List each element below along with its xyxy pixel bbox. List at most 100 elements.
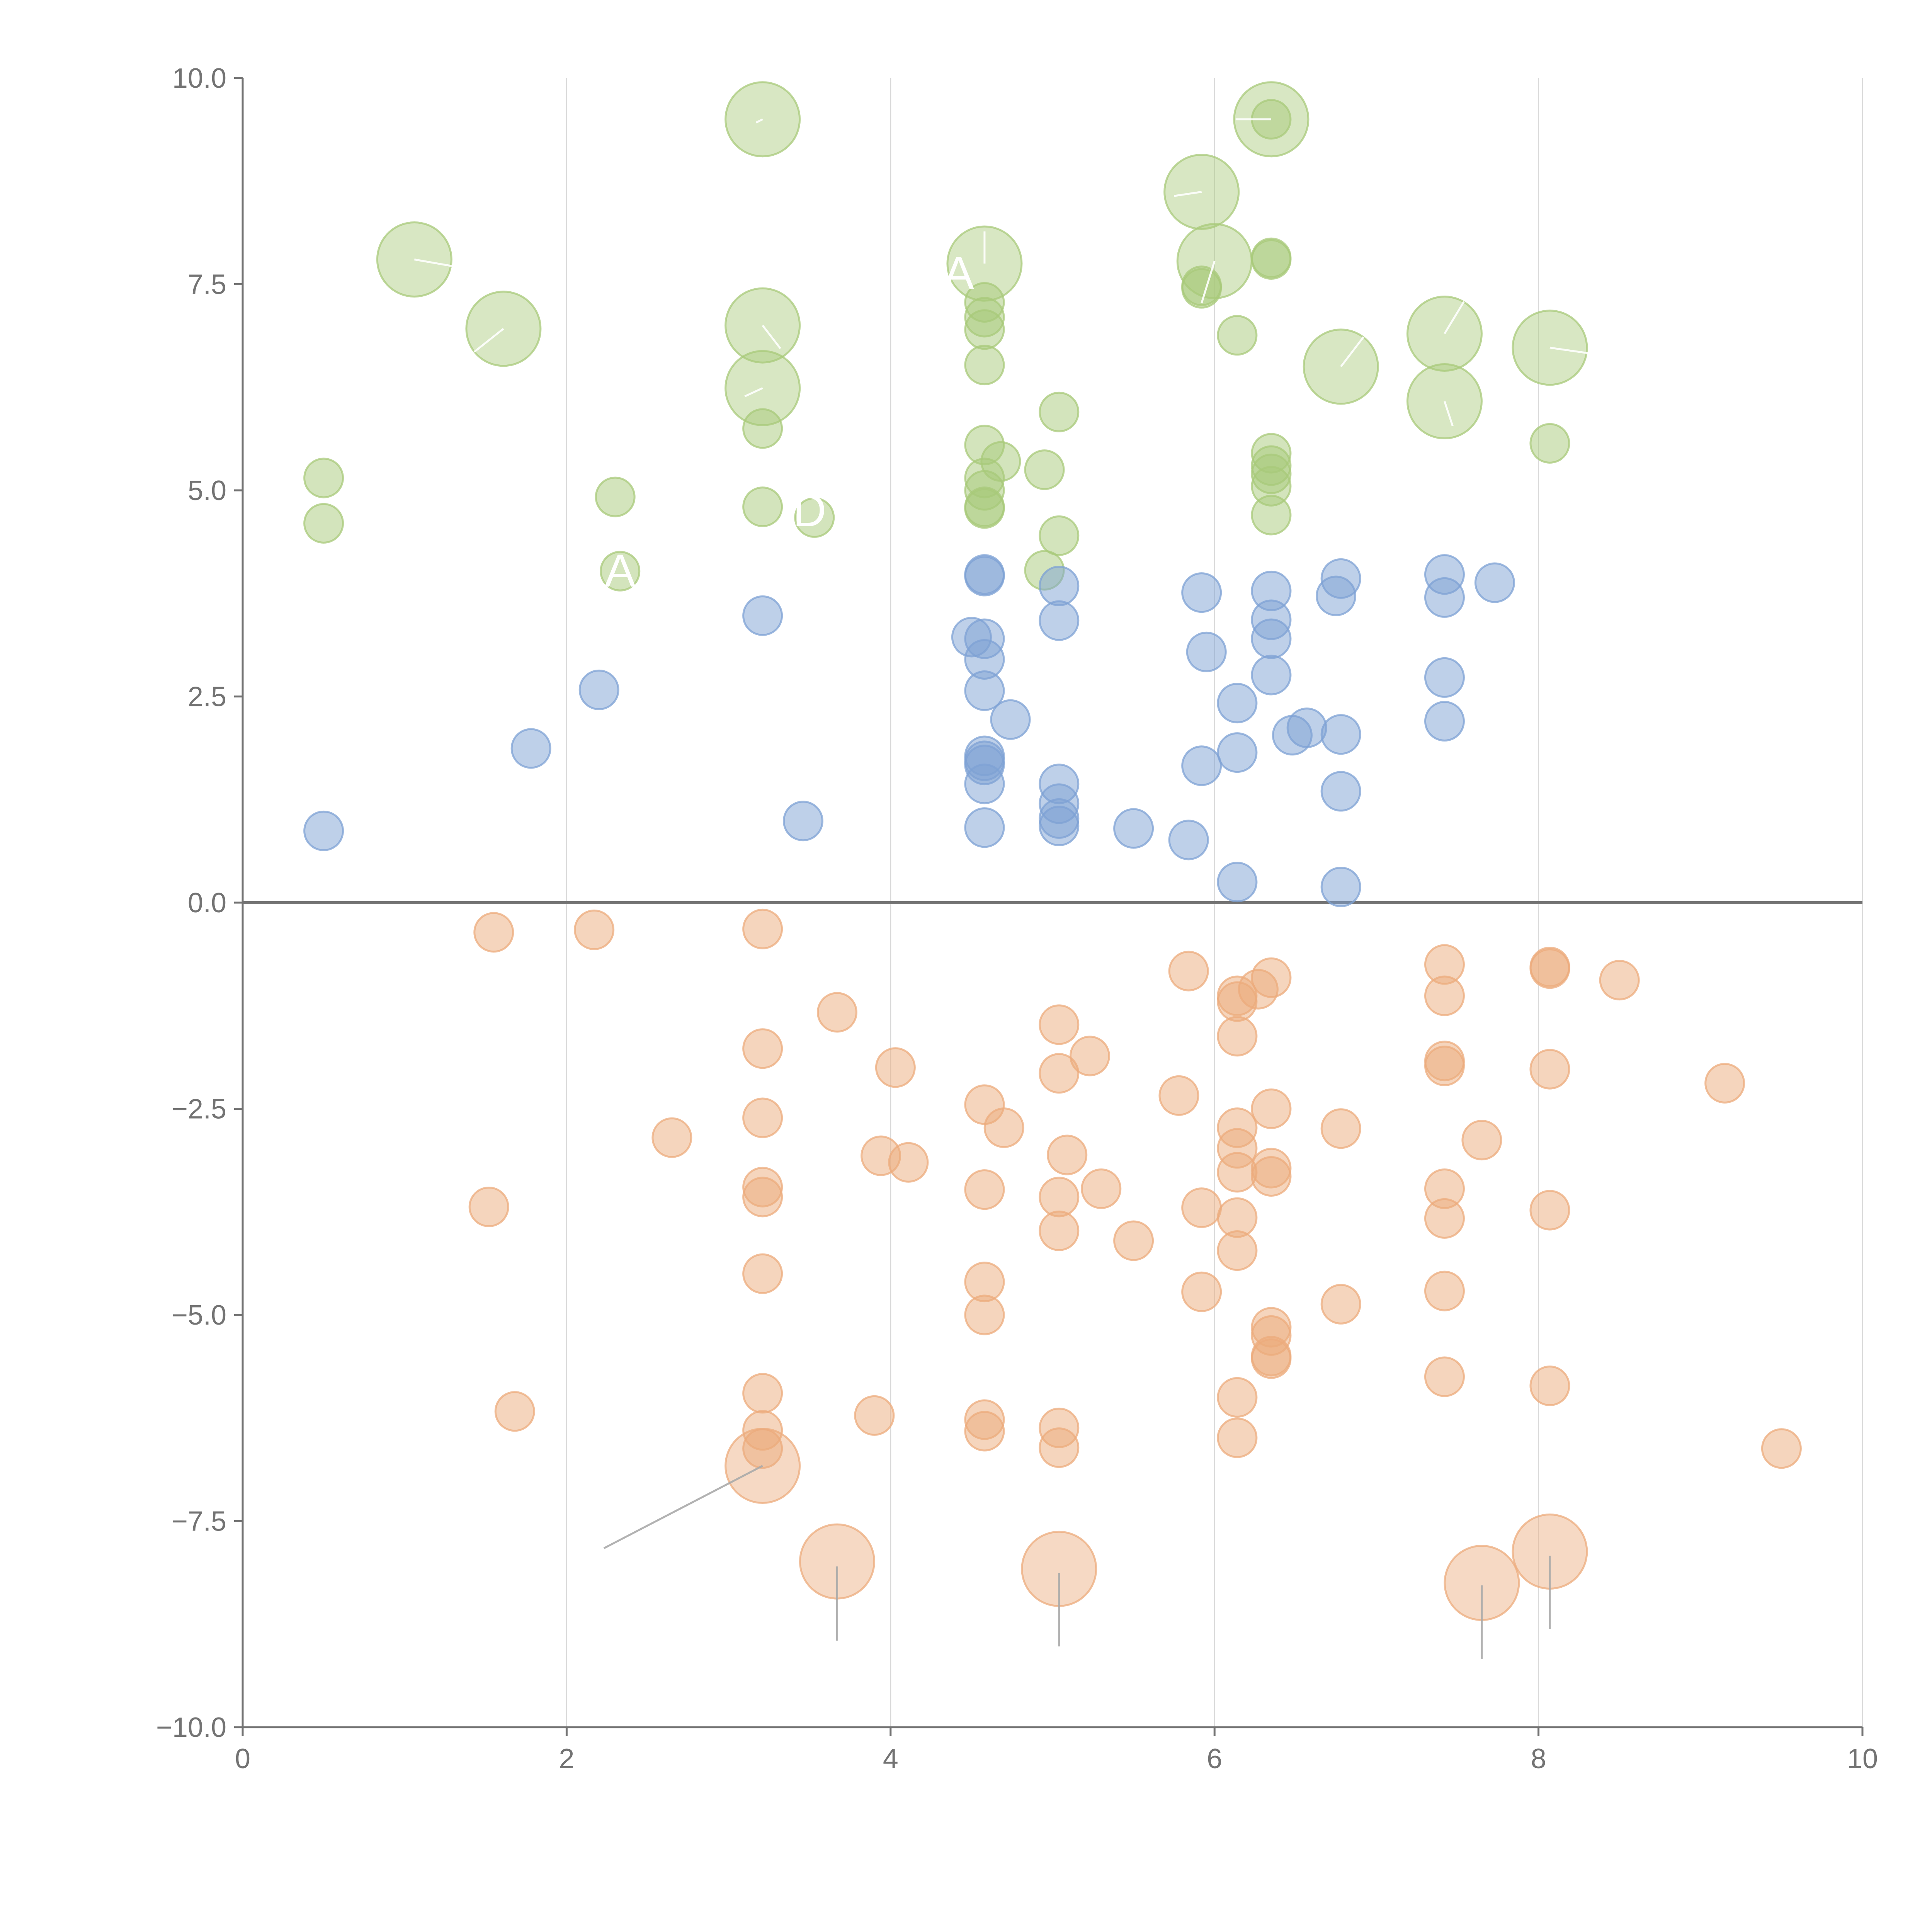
orange-point [574, 909, 615, 950]
blue-point [964, 807, 1005, 848]
green-point [1251, 239, 1292, 280]
orange-point [964, 1169, 1005, 1210]
orange-point [1113, 1220, 1154, 1261]
blue-point [578, 669, 619, 710]
green-point [595, 476, 636, 517]
y-tick-label: −2.5 [172, 1094, 226, 1125]
green-point [303, 457, 344, 498]
orange-point [1039, 1210, 1080, 1251]
annotation-label: A [605, 545, 636, 597]
blue-point [1181, 745, 1222, 786]
leader-line [1201, 261, 1216, 304]
orange-point [1039, 1053, 1080, 1094]
blue-point [1474, 562, 1515, 603]
orange-point [1320, 1108, 1361, 1149]
blue-point [1424, 577, 1465, 618]
annotation-label: A [943, 247, 974, 299]
leader-line [414, 259, 466, 270]
y-tick-label: 7.5 [188, 269, 226, 300]
green-point [303, 503, 344, 544]
green-point [1039, 391, 1080, 432]
orange-point [1251, 957, 1292, 998]
x-tick-label: 2 [559, 1743, 574, 1774]
blue-point [1039, 566, 1080, 607]
orange-point [742, 1097, 783, 1138]
orange-point [1251, 1156, 1292, 1197]
y-tick-label: −7.5 [172, 1506, 226, 1537]
blue-point [1217, 862, 1258, 903]
orange-point [1424, 1198, 1465, 1239]
orange-point [1217, 1152, 1258, 1193]
orange-point [742, 1028, 783, 1069]
orange-point [964, 1294, 1005, 1335]
blue-point [742, 595, 783, 636]
blue-point [1424, 701, 1465, 742]
x-tick-label: 8 [1531, 1743, 1546, 1774]
blue-point [990, 699, 1031, 740]
leader-line [755, 118, 763, 124]
orange-point [1217, 1377, 1258, 1418]
orange-point [742, 908, 783, 949]
orange-point [1529, 1049, 1570, 1090]
blue-point [510, 728, 551, 769]
orange-point [1251, 1338, 1292, 1379]
green-point [1251, 495, 1292, 536]
y-tick-label: 10.0 [172, 63, 226, 94]
blue-point [1320, 771, 1361, 812]
orange-point [1529, 948, 1570, 989]
data-points [303, 81, 1802, 1621]
orange-point [742, 1373, 783, 1414]
orange-point [1704, 1063, 1745, 1104]
x-tick-label: 10 [1847, 1743, 1878, 1774]
orange-point [1529, 1190, 1570, 1231]
orange-point [1424, 975, 1465, 1016]
x-tick-label: 0 [235, 1743, 250, 1774]
blue-point [1039, 600, 1080, 641]
blue-point [964, 764, 1005, 804]
blue-point [964, 556, 1005, 597]
orange-point [1081, 1168, 1122, 1209]
green-point [980, 441, 1021, 482]
green-point [742, 408, 783, 449]
green-point [1024, 449, 1065, 490]
leader-line [1444, 401, 1454, 427]
orange-point [983, 1107, 1024, 1148]
orange-point [1424, 1270, 1465, 1311]
leader-line [473, 328, 504, 353]
orange-point [494, 1391, 535, 1432]
orange-point [1461, 1120, 1502, 1161]
orange-point [1047, 1134, 1088, 1175]
tick-labels: 0 2 4 6 8 10 10.0 7.5 5.0 2.5 0.0 −2.5 −5.0 −7.5 −10.0 [156, 63, 1878, 1774]
orange-point [1181, 1271, 1222, 1312]
green-point [964, 488, 1005, 529]
leader-lines [414, 118, 1591, 1659]
blue-point [1320, 714, 1361, 755]
orange-point [1168, 951, 1209, 992]
leader-line [603, 1465, 763, 1549]
orange-point [816, 992, 857, 1033]
blue-point [1181, 572, 1222, 613]
blue-point [1424, 657, 1465, 698]
green-point [1529, 423, 1570, 464]
green-point [964, 345, 1005, 386]
blue-point [303, 810, 344, 851]
orange-point [468, 1186, 509, 1227]
orange-point [964, 1411, 1005, 1452]
leader-line [744, 387, 763, 397]
y-tick-label: 2.5 [188, 682, 226, 713]
blue-point [1286, 707, 1327, 748]
orange-point [1217, 1417, 1258, 1458]
orange-point [742, 1177, 783, 1218]
green-point [1039, 515, 1080, 556]
orange-point [1039, 1004, 1080, 1045]
leader-line [1340, 336, 1364, 367]
orange-point [1039, 1427, 1080, 1468]
orange-point [1158, 1075, 1199, 1116]
leader-line [1174, 191, 1202, 197]
green-point [964, 309, 1005, 350]
x-tick-label: 6 [1207, 1743, 1222, 1774]
blue-point [1039, 806, 1080, 847]
orange-point [1320, 1284, 1361, 1325]
orange-point [1599, 960, 1640, 1001]
